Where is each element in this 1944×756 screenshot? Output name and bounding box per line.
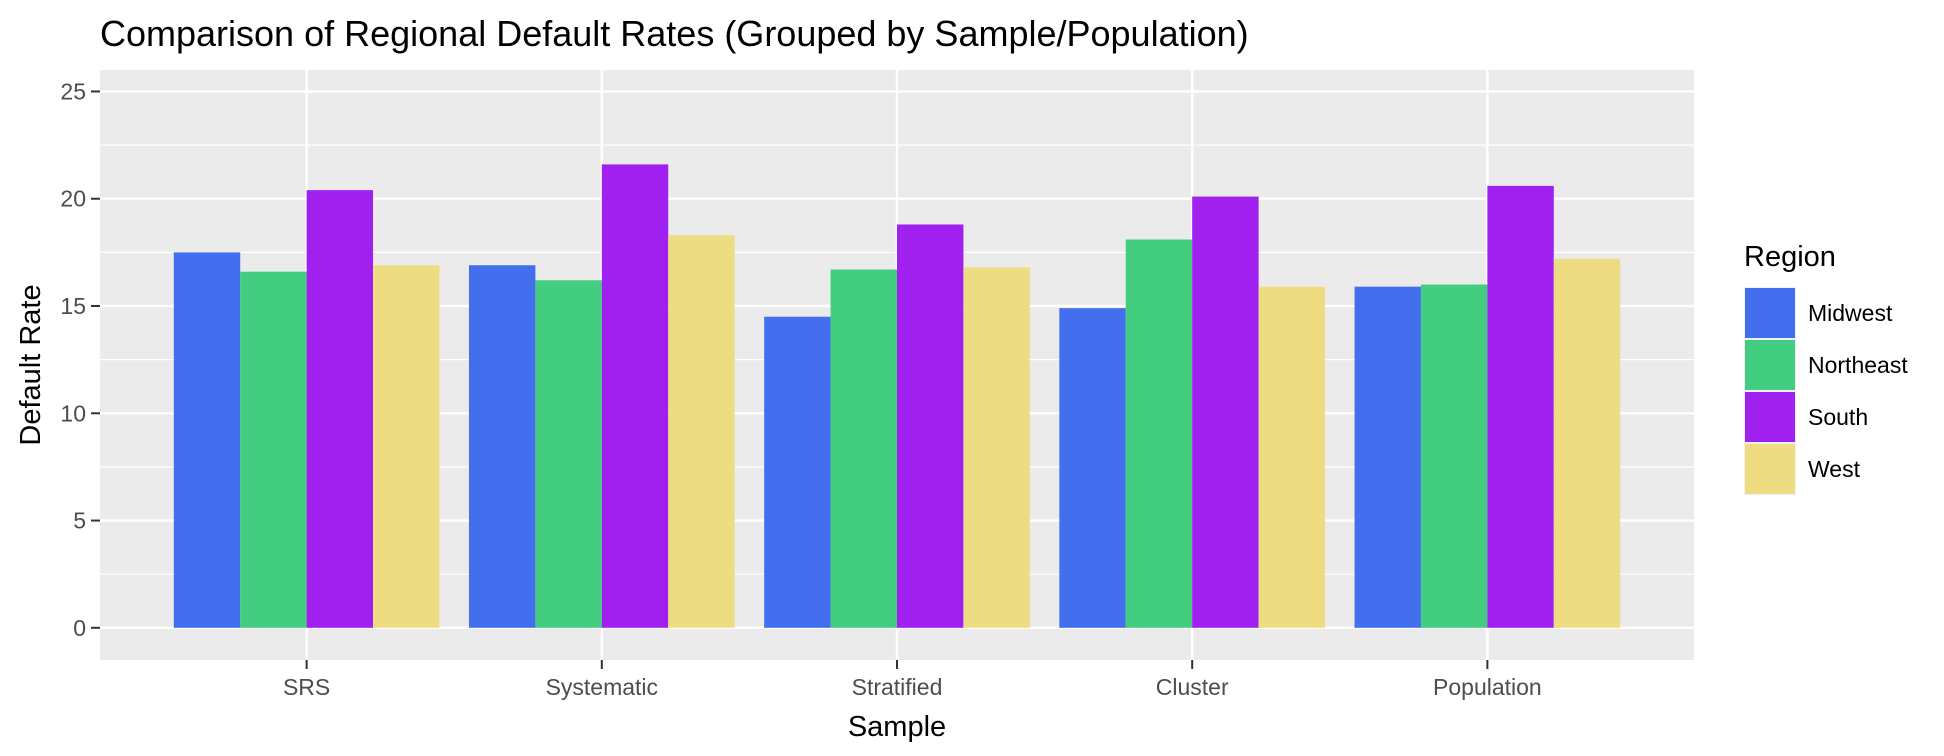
x-tick-label: SRS [283, 674, 330, 700]
bar-south-srs [306, 190, 374, 628]
legend-key-west [1745, 444, 1795, 494]
bar-northeast-stratified [830, 269, 897, 628]
legend-key-midwest [1745, 288, 1795, 338]
y-tick-label: 10 [60, 400, 86, 426]
bar-midwest-population [1354, 286, 1421, 628]
axes: 0 5 10 15 20 25 SRS Systematic Stratified Cluster… [60, 78, 1541, 700]
y-tick-label: 0 [73, 615, 86, 641]
bar-midwest-srs [173, 252, 241, 628]
legend-items: Midwest Northeast South West [1744, 287, 1908, 495]
bar-west-stratified [963, 267, 1030, 628]
bar-midwest-systematic [468, 265, 536, 628]
bar-west-cluster [1258, 286, 1326, 628]
legend: Region Midwest Northeast South West [1744, 241, 1908, 495]
bar-south-stratified [897, 224, 964, 628]
bar-west-systematic [668, 235, 735, 628]
x-tick-label: Systematic [546, 674, 658, 700]
legend-key-south [1745, 392, 1795, 442]
legend-label-northeast: Northeast [1808, 352, 1908, 378]
bar-midwest-stratified [764, 316, 831, 628]
bar-midwest-cluster [1059, 308, 1126, 628]
bars [173, 164, 1621, 628]
y-axis-title: Default Rate [15, 284, 47, 445]
legend-title: Region [1744, 241, 1836, 273]
bar-northeast-population [1420, 284, 1488, 628]
x-tick-label: Population [1433, 674, 1542, 700]
y-tick-label: 15 [60, 293, 86, 319]
bar-northeast-systematic [535, 280, 602, 628]
chart-title: Comparison of Regional Default Rates (Gr… [100, 13, 1249, 54]
legend-label-west: West [1808, 456, 1861, 482]
bar-west-srs [373, 265, 440, 628]
y-tick-label: 5 [73, 508, 86, 534]
bar-south-cluster [1192, 196, 1259, 628]
bar-northeast-cluster [1125, 239, 1193, 628]
bar-west-population [1553, 258, 1621, 628]
legend-key-northeast [1745, 340, 1795, 390]
bar-south-population [1487, 185, 1554, 628]
x-tick-label: Cluster [1156, 674, 1229, 700]
y-tick-label: 25 [60, 78, 86, 104]
x-axis-title: Sample [848, 711, 946, 743]
y-tick-label: 20 [60, 186, 86, 212]
bar-northeast-srs [240, 271, 307, 628]
legend-label-south: South [1808, 404, 1868, 430]
bar-south-systematic [601, 164, 669, 628]
legend-label-midwest: Midwest [1808, 300, 1893, 326]
x-tick-label: Stratified [852, 674, 943, 700]
